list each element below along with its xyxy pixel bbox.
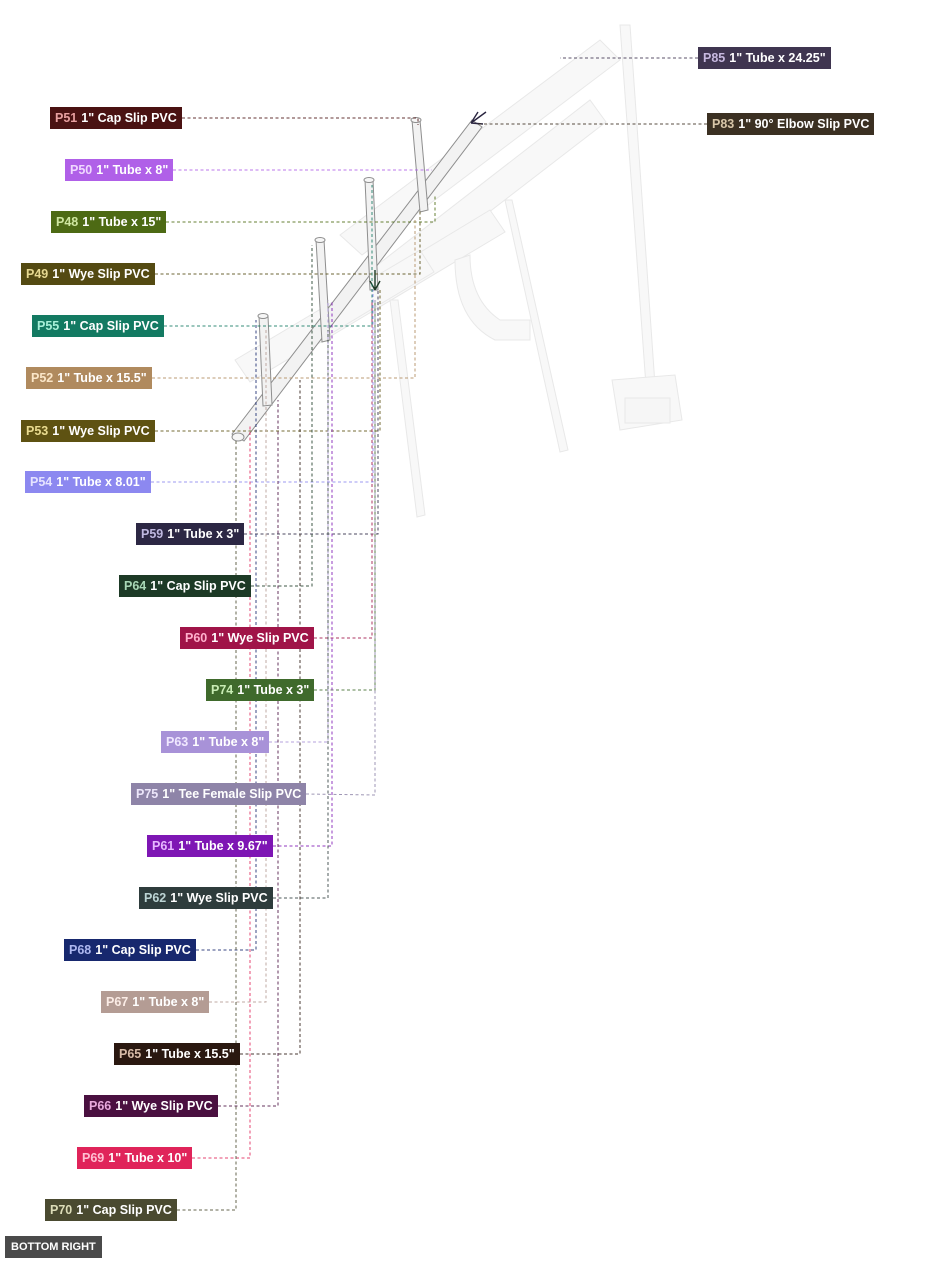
part-id: P75 — [136, 787, 159, 801]
leader-line-p62 — [273, 330, 329, 899]
part-id: P63 — [166, 735, 189, 749]
manifold-pipes — [231, 119, 483, 442]
view-label: BOTTOM RIGHT — [5, 1236, 102, 1258]
part-description: 1" Wye Slip PVC — [52, 424, 150, 438]
part-id: P53 — [26, 424, 49, 438]
part-description: 1" Wye Slip PVC — [170, 891, 268, 905]
part-description: 1" Tube x 15.5" — [145, 1047, 235, 1061]
part-description: 1" Tube x 3" — [167, 527, 240, 541]
part-id: P68 — [69, 943, 92, 957]
callout-p69: P69 1" Tube x 10" — [77, 1147, 193, 1169]
part-id: P67 — [106, 995, 129, 1009]
leader-line-p66 — [218, 400, 279, 1107]
leader-line-p53 — [155, 290, 381, 432]
part-id: P64 — [124, 579, 147, 593]
part-id: P61 — [152, 839, 175, 853]
callout-p54: P54 1" Tube x 8.01" — [25, 471, 151, 493]
leader-line-p59 — [244, 290, 379, 535]
leader-line-p68 — [196, 320, 257, 951]
callout-p60: P60 1" Wye Slip PVC — [180, 627, 314, 649]
part-id: P83 — [712, 117, 735, 131]
part-id: P48 — [56, 215, 79, 229]
part-description: 1" Cap Slip PVC — [150, 579, 246, 593]
part-id: P59 — [141, 527, 164, 541]
part-id: P74 — [211, 683, 234, 697]
part-id: P49 — [26, 267, 49, 281]
manifold-caps — [231, 117, 422, 442]
part-description: 1" Tube x 9.67" — [178, 839, 268, 853]
leader-line-p48 — [166, 195, 436, 223]
part-id: P50 — [70, 163, 93, 177]
part-description: 1" Cap Slip PVC — [76, 1203, 172, 1217]
callout-p53: P53 1" Wye Slip PVC — [21, 420, 155, 442]
part-id: P65 — [119, 1047, 142, 1061]
leader-line-p64 — [251, 245, 313, 587]
leader-line-p67 — [209, 330, 267, 1003]
callout-p49: P49 1" Wye Slip PVC — [21, 263, 155, 285]
part-id: P51 — [55, 111, 78, 125]
part-id: P52 — [31, 371, 54, 385]
callout-p48: P48 1" Tube x 15" — [51, 211, 167, 233]
leader-line-p74 — [314, 300, 376, 691]
callout-p55: P55 1" Cap Slip PVC — [32, 315, 164, 337]
callout-p52: P52 1" Tube x 15.5" — [26, 367, 152, 389]
part-description: 1" Tube x 15" — [82, 215, 162, 229]
part-description: 1" Wye Slip PVC — [52, 267, 150, 281]
callout-p85: P85 1" Tube x 24.25" — [698, 47, 831, 69]
ghost-assembly — [234, 24, 683, 518]
part-id: P62 — [144, 891, 167, 905]
part-id: P70 — [50, 1203, 73, 1217]
leader-line-p75 — [305, 300, 376, 796]
part-description: 1" Tube x 8" — [132, 995, 205, 1009]
leader-line-p63 — [269, 300, 329, 743]
part-description: 1" Tube x 15.5" — [57, 371, 147, 385]
part-description: 1" Tube x 24.25" — [729, 51, 826, 65]
part-description: 1" Tee Female Slip PVC — [162, 787, 302, 801]
part-id: P55 — [37, 319, 60, 333]
part-description: 1" Wye Slip PVC — [211, 631, 309, 645]
part-description: 1" 90° Elbow Slip PVC — [738, 117, 870, 131]
callout-p67: P67 1" Tube x 8" — [101, 991, 210, 1013]
part-description: 1" Tube x 8" — [192, 735, 265, 749]
part-description: 1" Tube x 8.01" — [56, 475, 146, 489]
part-id: P69 — [82, 1151, 105, 1165]
callout-p66: P66 1" Wye Slip PVC — [84, 1095, 218, 1117]
callout-p83: P83 1" 90° Elbow Slip PVC — [707, 113, 875, 135]
part-description: 1" Tube x 8" — [96, 163, 169, 177]
leader-line-p51 — [182, 117, 419, 125]
leader-line-p69 — [192, 425, 251, 1159]
callout-p51: P51 1" Cap Slip PVC — [50, 107, 182, 129]
part-description: 1" Cap Slip PVC — [63, 319, 159, 333]
callout-p61: P61 1" Tube x 9.67" — [147, 835, 273, 857]
callout-p50: P50 1" Tube x 8" — [65, 159, 174, 181]
leader-line-p54 — [151, 290, 374, 483]
callout-p65: P65 1" Tube x 15.5" — [114, 1043, 240, 1065]
leader-line-p49 — [155, 210, 421, 275]
part-id: P60 — [185, 631, 208, 645]
callout-p62: P62 1" Wye Slip PVC — [139, 887, 273, 909]
part-id: P54 — [30, 475, 53, 489]
callout-p63: P63 1" Tube x 8" — [161, 731, 270, 753]
leader-line-p65 — [240, 380, 301, 1055]
callout-p68: P68 1" Cap Slip PVC — [64, 939, 196, 961]
callout-p59: P59 1" Tube x 3" — [136, 523, 245, 545]
part-description: 1" Tube x 10" — [108, 1151, 188, 1165]
callout-p70: P70 1" Cap Slip PVC — [45, 1199, 177, 1221]
callout-p75: P75 1" Tee Female Slip PVC — [131, 783, 307, 805]
callout-p64: P64 1" Cap Slip PVC — [119, 575, 251, 597]
leader-line-p60 — [314, 300, 373, 639]
part-id: P66 — [89, 1099, 112, 1113]
part-description: 1" Wye Slip PVC — [115, 1099, 213, 1113]
part-description: 1" Cap Slip PVC — [81, 111, 177, 125]
callout-p74: P74 1" Tube x 3" — [206, 679, 315, 701]
part-description: 1" Cap Slip PVC — [95, 943, 191, 957]
part-description: 1" Tube x 3" — [237, 683, 310, 697]
part-id: P85 — [703, 51, 726, 65]
